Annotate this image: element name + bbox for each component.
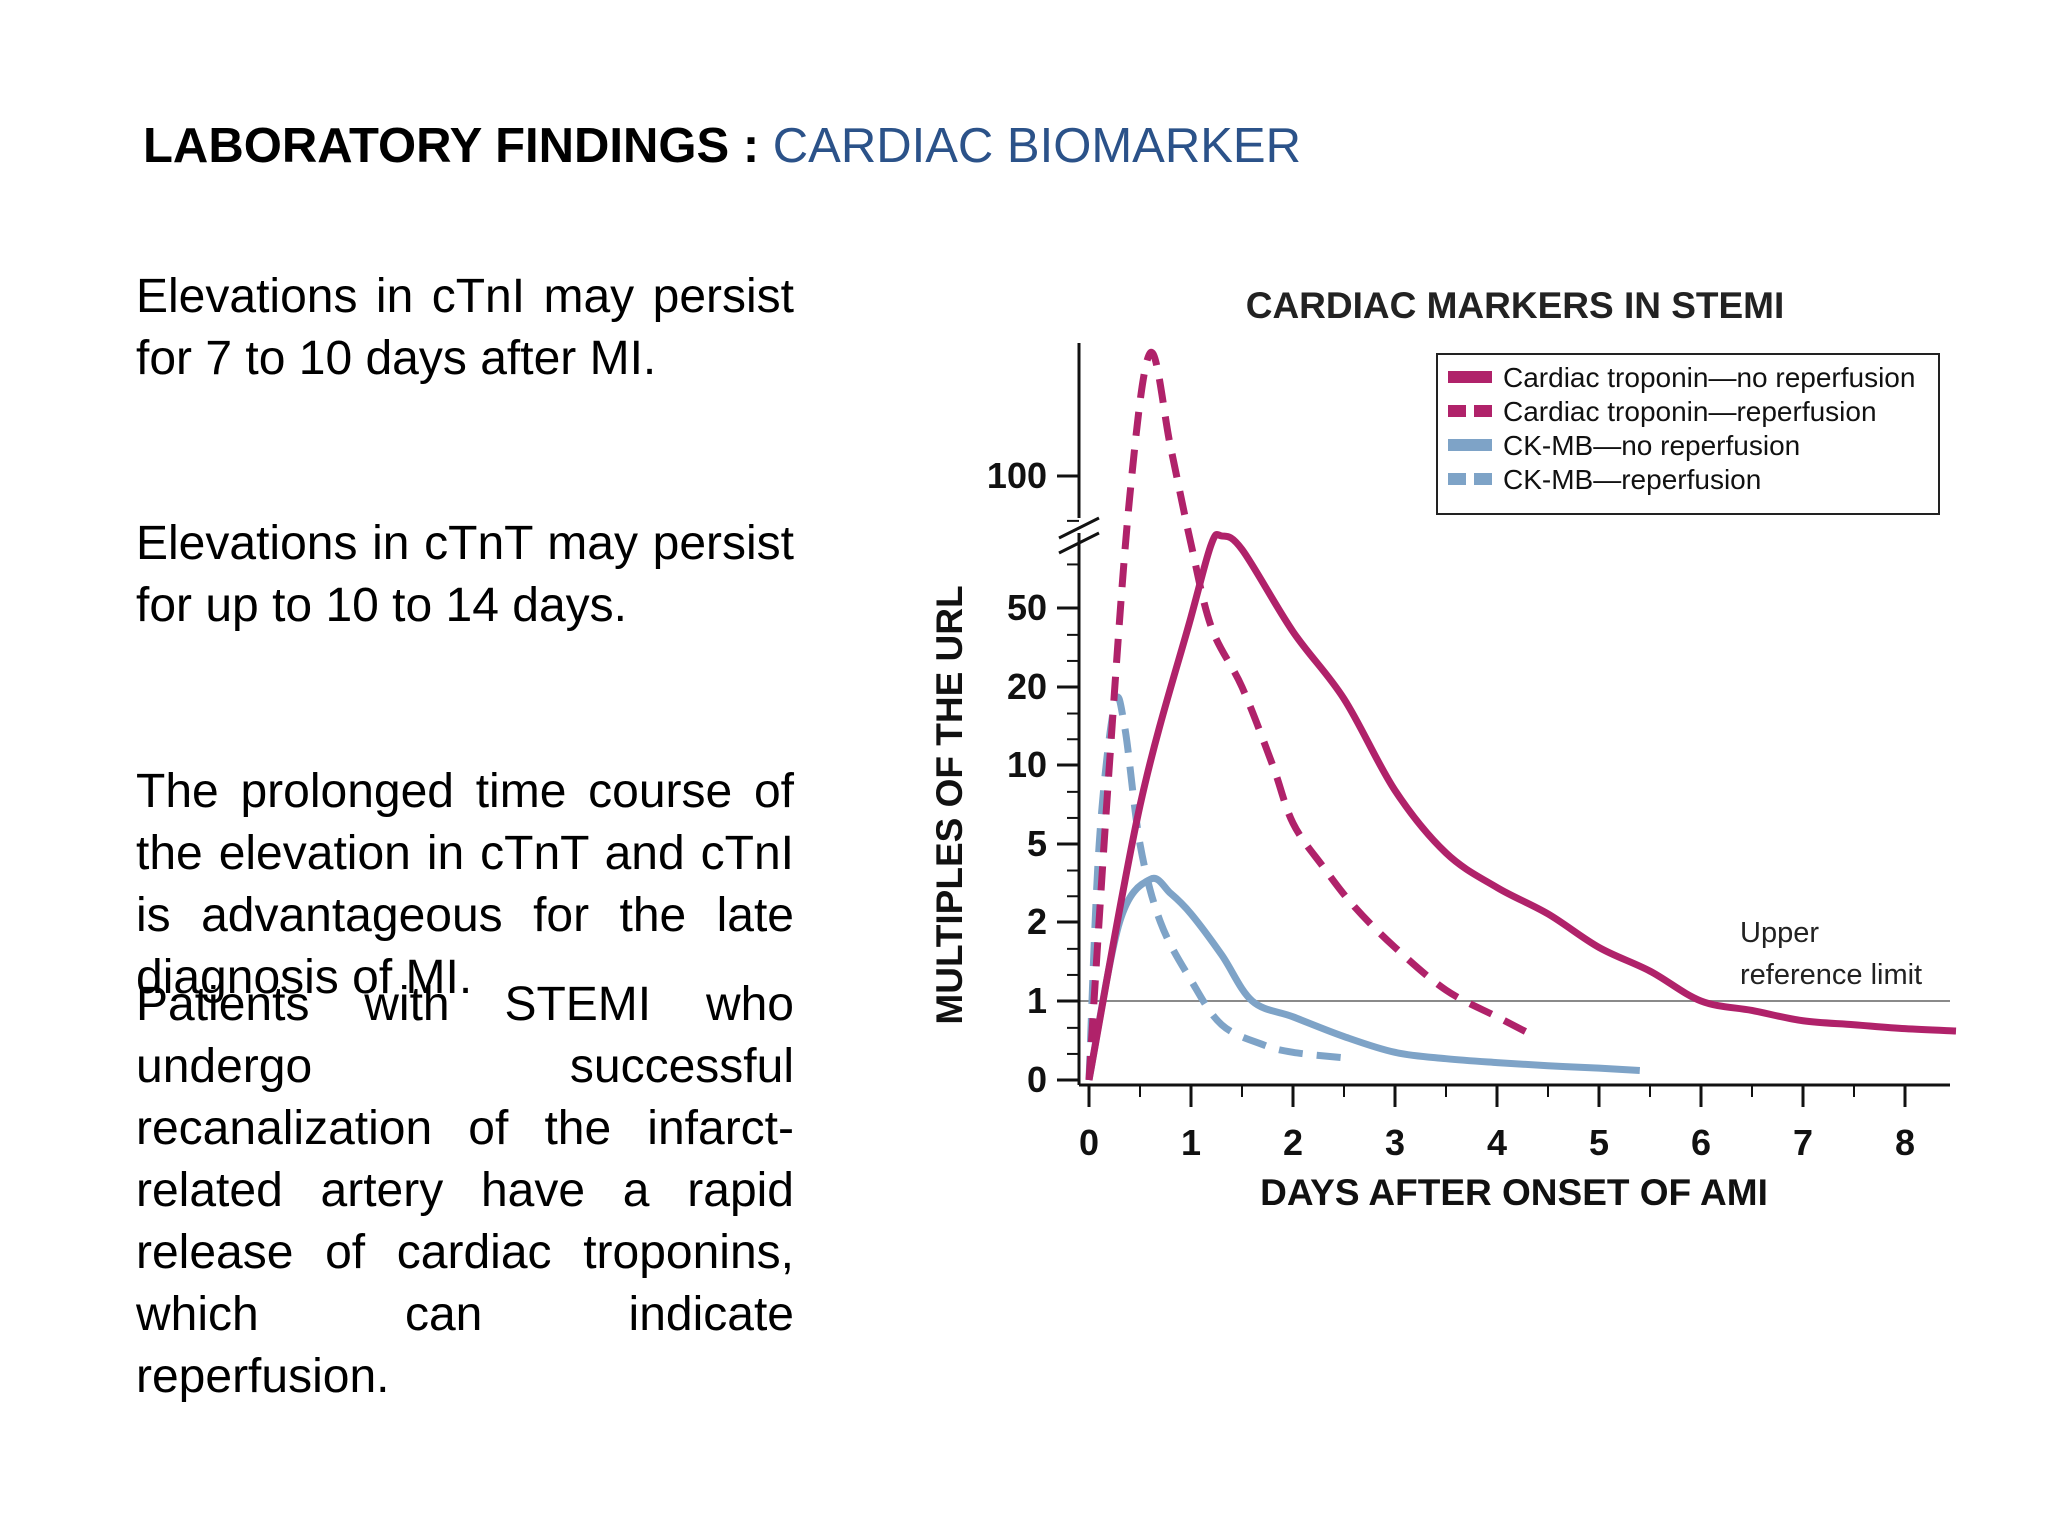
paragraph-stemi-reperfusion: Patients with STEMI who undergo successf… — [136, 978, 794, 1403]
x-tick-label: 0 — [1079, 1122, 1099, 1163]
chart-title: CARDIAC MARKERS IN STEMI — [1246, 285, 1785, 326]
y-tick-label: 20 — [1007, 666, 1047, 707]
axis-break-mark — [1058, 516, 1100, 540]
reference-limit-label-upper: Upper — [1740, 917, 1819, 949]
x-tick-label: 4 — [1487, 1122, 1507, 1163]
x-axis-label: DAYS AFTER ONSET OF AMI — [1260, 1172, 1768, 1213]
slide-title-accent: CARDIAC BIOMARKER — [772, 119, 1301, 173]
y-tick-label: 50 — [1007, 587, 1047, 628]
plot-area: 0 1 2 3 4 5 6 7 8 0 1 2 5 10 20 50 100 — [987, 343, 1957, 1163]
x-tick-label: 6 — [1691, 1122, 1711, 1163]
x-tick-label: 1 — [1181, 1122, 1201, 1163]
y-axis-label: MULTIPLES OF THE URL — [929, 585, 970, 1024]
y-tick-label: 5 — [1027, 823, 1047, 864]
series-line-2 — [1085, 874, 1641, 1081]
paragraph-time-course: The prolonged time course of the elevati… — [136, 765, 794, 1004]
x-tick-label: 2 — [1283, 1122, 1303, 1163]
y-tick-label: 10 — [1007, 744, 1047, 785]
paragraph-ctnt: Elevations in cTnT may persist for up to… — [136, 517, 794, 632]
legend-label: CK-MB—reperfusion — [1503, 464, 1761, 495]
x-tick-label: 3 — [1385, 1122, 1405, 1163]
legend-swatch — [1474, 405, 1492, 417]
legend-label: Cardiac troponin—reperfusion — [1503, 396, 1877, 427]
legend-swatch — [1448, 473, 1466, 485]
y-tick-label: 1 — [1027, 980, 1047, 1021]
slide-title-main: LABORATORY FINDINGS : — [143, 119, 773, 173]
legend-box — [1436, 353, 1940, 515]
reference-limit-label-lower: reference limit — [1740, 959, 1922, 991]
legend-swatch — [1448, 405, 1466, 417]
series-line-1 — [1085, 349, 1530, 1081]
x-tick-label: 8 — [1895, 1122, 1915, 1163]
x-tick-label: 7 — [1793, 1122, 1813, 1163]
series-line-3 — [1085, 693, 1345, 1081]
legend-swatch — [1448, 439, 1492, 451]
legend-label: CK-MB—no reperfusion — [1503, 430, 1800, 461]
legend-swatch — [1448, 371, 1492, 383]
legend-swatch — [1474, 473, 1492, 485]
y-tick-label: 100 — [987, 455, 1047, 496]
series-line-0 — [1085, 530, 1957, 1081]
slide-title: LABORATORY FINDINGS : CARDIAC BIOMARKER — [143, 118, 1301, 174]
legend-label: Cardiac troponin—no reperfusion — [1503, 362, 1915, 393]
paragraph-ctni: Elevations in cTnI may persist for 7 to … — [136, 270, 794, 385]
y-tick-label: 0 — [1027, 1059, 1047, 1100]
y-tick-label: 2 — [1027, 901, 1047, 942]
x-tick-label: 5 — [1589, 1122, 1609, 1163]
axis-break-mark — [1058, 531, 1100, 555]
